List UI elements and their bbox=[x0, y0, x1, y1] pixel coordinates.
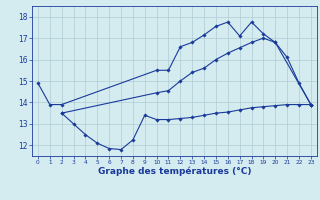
X-axis label: Graphe des températures (°C): Graphe des températures (°C) bbox=[98, 167, 251, 176]
